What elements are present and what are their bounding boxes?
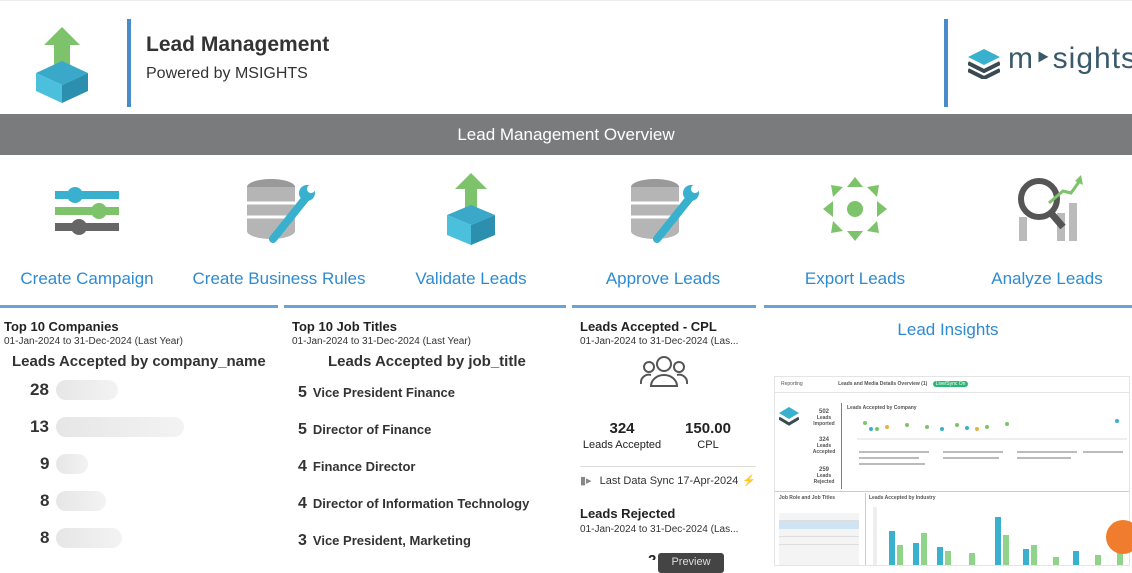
top-companies-panel: Top 10 Companies 01-Jan-2024 to 31-Dec-2…: [4, 310, 276, 560]
box-upload-icon: [447, 173, 495, 245]
list-item: 4 Director of Information Technology: [298, 495, 530, 512]
box-logo-icon: [778, 407, 800, 429]
msights-logo: m‣sights: [966, 41, 1132, 85]
dashboard-thumbnail[interactable]: Reporting Leads and Media Details Overvi…: [774, 376, 1130, 566]
brand-divider: [944, 19, 948, 107]
thumb-divider: [865, 493, 866, 565]
panel-divider: [572, 305, 756, 308]
database-wrench-icon: [631, 179, 699, 243]
thumb-scatter-chart: [857, 419, 1127, 465]
rejected-value: 2: [648, 552, 656, 560]
leads-cpl-panel: Leads Accepted - CPL 01-Jan-2024 to 31-D…: [580, 310, 756, 560]
tile-label: Create Campaign: [20, 269, 154, 288]
tile-create-campaign[interactable]: Create Campaign: [0, 155, 182, 305]
tile-label: Analyze Leads: [991, 269, 1103, 288]
rejected-dates: 01-Jan-2024 to 31-Dec-2024 (Las...: [580, 524, 739, 535]
app-header: Lead Management Powered by MSIGHTS m‣sig…: [0, 0, 1132, 114]
panel-title[interactable]: Lead Insights: [897, 320, 999, 339]
tile-label: Create Business Rules: [192, 269, 366, 288]
tile-analyze-leads[interactable]: Analyze Leads: [952, 155, 1132, 305]
list-item: 3 Vice President, Marketing: [298, 532, 471, 549]
megaphone-icon: ▮▸: [580, 475, 592, 487]
tile-label: Approve Leads: [605, 269, 721, 288]
app-title: Lead Management: [146, 33, 330, 56]
thumb-kpi: 324 Leads Accepted: [812, 437, 836, 455]
thumb-toolbar: Reporting Leads and Media Details Overvi…: [775, 377, 1129, 393]
thumb-table: [779, 513, 859, 565]
chart-title: Leads Accepted by job_title: [328, 353, 526, 370]
export-arrows-icon: [823, 177, 887, 241]
divider: [580, 466, 756, 467]
value-bar: [56, 491, 106, 511]
users-icon: [640, 356, 688, 387]
tile-approve-leads[interactable]: Approve Leads: [568, 155, 758, 305]
thumb-chart-title: Leads Accepted by Industry: [869, 495, 936, 501]
leads-accepted-kpi: 324 Leads Accepted: [582, 420, 662, 451]
tile-label: Export Leads: [804, 269, 906, 288]
value-bar: [56, 417, 184, 437]
chat-launcher-icon[interactable]: [1106, 520, 1132, 554]
panel-divider: [284, 305, 566, 308]
database-wrench-icon: [247, 179, 315, 243]
value-bar: [56, 454, 88, 474]
msights-wordmark: m‣sights: [1008, 42, 1132, 75]
date-range: 01-Jan-2024 to 31-Dec-2024 (Las...: [580, 336, 739, 347]
msights-logo-icon: [968, 49, 1000, 79]
thumb-divider: [841, 403, 842, 489]
action-tiles: Create Campaign Create Business Rules Va…: [0, 155, 1132, 305]
panel-heading: Leads Accepted - CPL: [580, 319, 717, 334]
sliders-icon: [55, 187, 119, 235]
value-bar: [56, 380, 118, 400]
panel-divider: [764, 305, 1132, 308]
thumb-kpi: 502 Leads Imported: [813, 409, 835, 427]
panel-heading: Top 10 Companies: [4, 319, 119, 334]
tile-label: Validate Leads: [415, 269, 527, 288]
panel-divider: [0, 305, 278, 308]
value-bar: [56, 528, 122, 548]
list-item: 5 Vice President Finance: [298, 384, 456, 401]
header-divider: [127, 19, 131, 107]
thumb-chart-title: Leads Accepted by Company: [847, 405, 917, 411]
top-job-titles-panel: Top 10 Job Titles 01-Jan-2024 to 31-Dec-…: [292, 310, 564, 560]
box-upload-icon: [36, 27, 88, 103]
lead-insights-panel: Lead Insights: [764, 310, 1132, 370]
thumb-chart-title: Job Role and Job Titles: [779, 495, 836, 501]
thumb-kpi: 259 Leads Rejected: [813, 467, 835, 485]
chart-title: Leads Accepted by company_name: [12, 353, 266, 370]
preview-button[interactable]: Preview: [658, 553, 724, 573]
tile-create-business-rules[interactable]: Create Business Rules: [184, 155, 374, 305]
panel-heading: Top 10 Job Titles: [292, 319, 397, 334]
list-item: 5 Director of Finance: [298, 421, 432, 438]
date-range: 01-Jan-2024 to 31-Dec-2024 (Last Year): [292, 336, 472, 347]
list-item: 4 Finance Director: [298, 458, 416, 475]
rejected-heading: Leads Rejected: [580, 506, 676, 521]
last-sync: ▮▸ Last Data Sync 17-Apr-2024 ⚡: [580, 475, 756, 487]
bolt-icon: ⚡: [742, 475, 756, 487]
thumb-divider: [775, 491, 1129, 492]
tile-validate-leads[interactable]: Validate Leads: [376, 155, 566, 305]
date-range: 01-Jan-2024 to 31-Dec-2024 (Last Year): [4, 336, 184, 347]
tile-export-leads[interactable]: Export Leads: [760, 155, 950, 305]
overview-bar: Lead Management Overview: [0, 114, 1132, 155]
cpl-kpi: 150.00 CPL: [685, 420, 731, 451]
thumb-bar-chart: [873, 507, 1123, 565]
magnify-chart-icon: [1018, 175, 1083, 241]
app-subtitle: Powered by MSIGHTS: [146, 65, 308, 82]
